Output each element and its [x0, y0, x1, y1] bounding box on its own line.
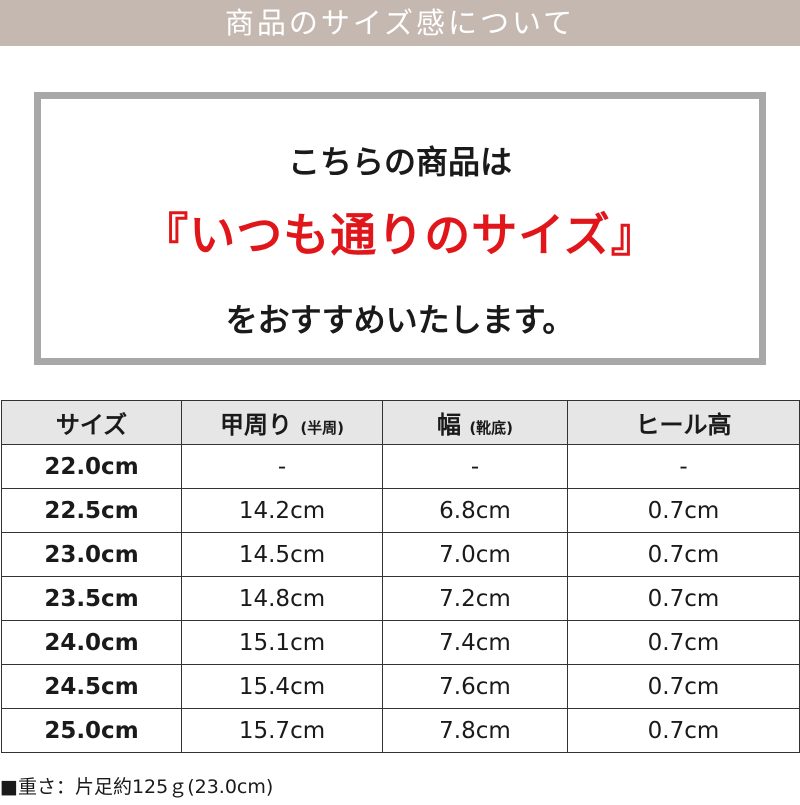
- heel-cell: 0.7cm: [567, 488, 800, 533]
- header-label: 幅: [436, 411, 461, 439]
- header-label: 甲周り: [219, 411, 292, 439]
- instep-cell: 15.4cm: [181, 664, 383, 709]
- header-size: サイズ: [1, 400, 182, 445]
- width-cell: 7.4cm: [382, 620, 568, 665]
- table-row: 23.0cm 14.5cm 7.0cm 0.7cm: [1, 532, 800, 577]
- heel-cell: -: [567, 444, 800, 489]
- width-cell: 6.8cm: [382, 488, 568, 533]
- heel-cell: 0.7cm: [567, 576, 800, 621]
- header-instep: 甲周り (半周): [181, 400, 383, 445]
- size-table: サイズ 甲周り (半周) 幅 (靴底) ヒール高 22.0cm - - -22.5cm…: [1, 400, 800, 753]
- header-heel: ヒール高: [567, 400, 800, 445]
- width-cell: 7.2cm: [382, 576, 568, 621]
- heel-cell: 0.7cm: [567, 532, 800, 577]
- width-cell: 7.6cm: [382, 664, 568, 709]
- table-row: 23.5cm 14.8cm 7.2cm 0.7cm: [1, 576, 800, 621]
- table-row: 24.5cm 15.4cm 7.6cm 0.7cm: [1, 664, 800, 709]
- table-row: 24.0cm 15.1cm 7.4cm 0.7cm: [1, 620, 800, 665]
- heel-cell: 0.7cm: [567, 664, 800, 709]
- recommend-line-2: 『いつも通りのサイズ』: [142, 208, 658, 262]
- size-cell: 23.0cm: [1, 532, 182, 577]
- size-cell: 23.5cm: [1, 576, 182, 621]
- instep-cell: 14.5cm: [181, 532, 383, 577]
- instep-cell: 14.8cm: [181, 576, 383, 621]
- table-row: 25.0cm 15.7cm 7.8cm 0.7cm: [1, 708, 800, 753]
- recommend-line-1: こちらの商品は: [287, 143, 512, 181]
- instep-cell: -: [181, 444, 383, 489]
- header-width: 幅 (靴底): [382, 400, 568, 445]
- section-banner: 商品のサイズ感について: [0, 0, 800, 46]
- recommendation-box: こちらの商品は 『いつも通りのサイズ』 をおすすめいたします。: [34, 92, 766, 365]
- width-cell: 7.8cm: [382, 708, 568, 753]
- size-cell: 24.5cm: [1, 664, 182, 709]
- instep-cell: 15.7cm: [181, 708, 383, 753]
- size-cell: 22.0cm: [1, 444, 182, 489]
- table-row: 22.0cm - - -: [1, 444, 800, 489]
- weight-note: ■重さ：片足約125ｇ(23.0cm): [0, 776, 274, 798]
- header-sublabel: (靴底): [469, 419, 514, 437]
- header-label: ヒール高: [635, 411, 732, 439]
- instep-cell: 14.2cm: [181, 488, 383, 533]
- width-cell: 7.0cm: [382, 532, 568, 577]
- size-cell: 22.5cm: [1, 488, 182, 533]
- size-cell: 24.0cm: [1, 620, 182, 665]
- heel-cell: 0.7cm: [567, 620, 800, 665]
- width-cell: -: [382, 444, 568, 489]
- table-header-row: サイズ 甲周り (半周) 幅 (靴底) ヒール高: [1, 400, 800, 445]
- table-row: 22.5cm 14.2cm 6.8cm 0.7cm: [1, 488, 800, 533]
- recommend-line-3: をおすすめいたします。: [225, 301, 575, 339]
- heel-cell: 0.7cm: [567, 708, 800, 753]
- header-sublabel: (半周): [300, 419, 345, 437]
- instep-cell: 15.1cm: [181, 620, 383, 665]
- header-label: サイズ: [55, 411, 128, 439]
- size-cell: 25.0cm: [1, 708, 182, 753]
